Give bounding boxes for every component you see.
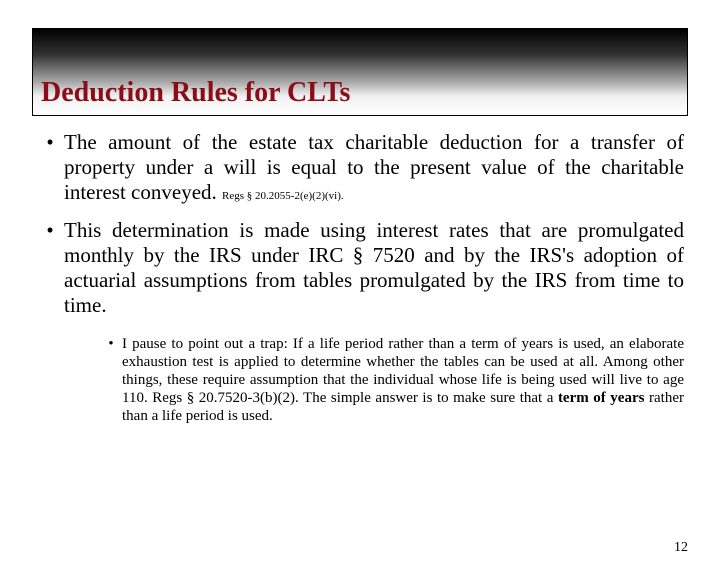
bullet-2-body: This determination is made using interes… <box>64 218 684 316</box>
bullet-marker: • <box>36 218 64 317</box>
slide-title: Deduction Rules for CLTs <box>41 77 679 109</box>
content-area: • The amount of the estate tax charitabl… <box>0 116 720 425</box>
bullet-text: The amount of the estate tax charitable … <box>64 130 684 204</box>
sub-bold: term of years <box>558 390 645 406</box>
title-bar: Deduction Rules for CLTs <box>32 28 688 116</box>
sub-bullet-text: I pause to point out a trap: If a life p… <box>122 335 684 425</box>
bullet-item-1: • The amount of the estate tax charitabl… <box>36 130 684 204</box>
page-number: 12 <box>674 540 688 556</box>
bullet-marker: • <box>36 130 64 204</box>
bullet-marker: • <box>100 335 122 425</box>
bullet-1-citation: Regs § 20.2055-2(e)(2)(vi). <box>222 190 344 202</box>
bullet-1-body: The amount of the estate tax charitable … <box>64 130 684 204</box>
sub-bullet-item: • I pause to point out a trap: If a life… <box>100 335 684 425</box>
bullet-text: This determination is made using interes… <box>64 218 684 317</box>
bullet-item-2: • This determination is made using inter… <box>36 218 684 317</box>
